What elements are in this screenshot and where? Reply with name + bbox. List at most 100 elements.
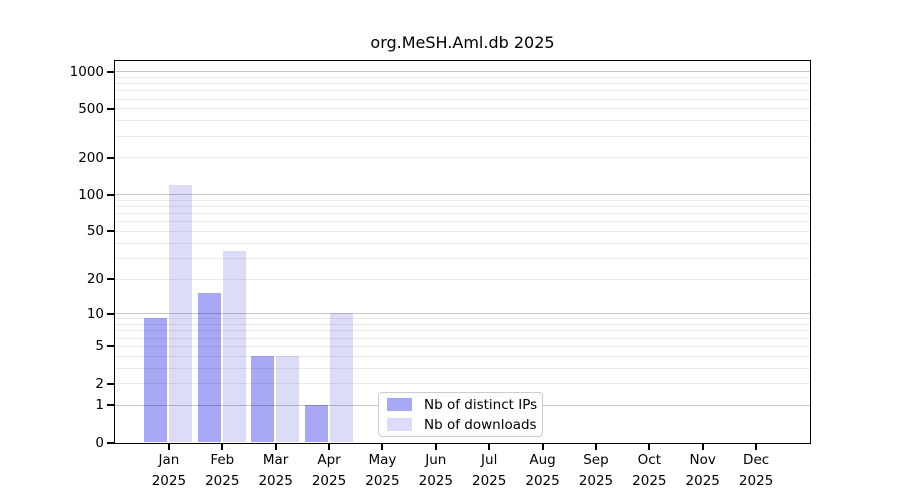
gridline-minor	[115, 90, 810, 91]
x-tick-label: Aug 2025	[501, 450, 585, 492]
gridline-minor	[115, 279, 810, 280]
bar-distinct-ips-jan	[144, 318, 168, 442]
x-tick-mark	[755, 444, 758, 450]
x-tick-label-year: 2025	[738, 473, 774, 489]
y-tick-label: 50	[86, 223, 104, 240]
y-tick-label: 1000	[69, 63, 104, 80]
y-tick-mark	[107, 345, 114, 348]
bar-distinct-ips-apr	[304, 404, 328, 442]
bar-distinct-ips-feb	[197, 293, 221, 442]
y-tick-mark	[107, 312, 114, 315]
y-tick-mark	[107, 193, 114, 196]
gridline-major	[115, 194, 810, 195]
y-tick-mark	[107, 230, 114, 233]
y-tick-mark	[107, 107, 114, 110]
gridline-minor	[115, 338, 810, 339]
plot-area	[114, 60, 811, 444]
x-tick-label-year: 2025	[632, 473, 667, 489]
x-tick-mark	[541, 444, 544, 450]
gridline-minor	[115, 200, 810, 201]
gridline-minor	[115, 383, 810, 384]
gridline-minor	[115, 318, 810, 319]
y-tick-mark	[107, 382, 114, 385]
legend-item: Nb of distinct IPs	[387, 396, 538, 413]
x-tick-label-year: 2025	[578, 473, 614, 489]
gridline-minor	[115, 120, 810, 121]
gridline-minor	[115, 346, 810, 347]
y-tick-label: 200	[78, 149, 104, 166]
x-tick-label-month: Apr	[317, 452, 341, 468]
x-tick-label-year: 2025	[258, 473, 293, 489]
legend-item: Nb of downloads	[387, 416, 537, 433]
x-tick-mark	[221, 444, 224, 450]
y-tick-mark	[107, 156, 114, 159]
x-tick-label: Jun 2025	[394, 450, 478, 492]
gridline-major	[115, 313, 810, 314]
gridline-minor	[115, 258, 810, 259]
x-tick-mark	[434, 444, 437, 450]
x-tick-label: Oct 2025	[607, 450, 691, 492]
y-tick-mark	[107, 441, 114, 444]
x-tick-mark	[381, 444, 384, 450]
x-tick-label-year: 2025	[525, 473, 560, 489]
x-tick-label: Mar 2025	[234, 450, 318, 492]
gridline-minor	[115, 99, 810, 100]
x-tick-label: Dec 2025	[714, 450, 798, 492]
x-tick-mark	[488, 444, 491, 450]
x-tick-label-month: Jul	[481, 452, 498, 468]
x-tick-label-year: 2025	[205, 473, 240, 489]
legend-swatch	[387, 418, 412, 431]
x-tick-label-year: 2025	[311, 473, 347, 489]
x-tick-label-month: Jan	[158, 452, 180, 468]
x-tick-label-month: Sep	[583, 452, 609, 468]
x-tick-label-month: Mar	[262, 452, 289, 468]
gridline-minor	[115, 206, 810, 207]
x-tick-mark	[274, 444, 277, 450]
bar-downloads-mar	[276, 355, 300, 442]
x-tick-label: Feb 2025	[180, 450, 264, 492]
x-tick-label: May 2025	[340, 450, 424, 492]
gridline-minor	[115, 368, 810, 369]
x-tick-label: Jan 2025	[127, 450, 211, 492]
x-tick-mark	[701, 444, 704, 450]
gridline-minor	[115, 324, 810, 325]
y-tick-label: 0	[95, 434, 104, 451]
gridline-minor	[115, 221, 810, 222]
y-tick-label: 2	[95, 375, 104, 392]
x-tick-label-month: Nov	[689, 452, 716, 468]
x-tick-label: Apr 2025	[287, 450, 371, 492]
x-tick-label-year: 2025	[685, 473, 720, 489]
x-tick-label-month: May	[368, 452, 397, 468]
x-tick-label-year: 2025	[418, 473, 453, 489]
x-tick-label-month: Aug	[529, 452, 556, 468]
gridline-minor	[115, 77, 810, 78]
x-tick-label-year: 2025	[472, 473, 507, 489]
x-tick-label-month: Dec	[743, 452, 770, 468]
y-tick-label: 5	[95, 338, 104, 355]
x-tick-label-month: Feb	[210, 452, 235, 468]
bar-downloads-apr	[329, 313, 353, 442]
x-tick-label: Nov 2025	[661, 450, 745, 492]
gridline-minor	[115, 213, 810, 214]
x-tick-label-year: 2025	[365, 473, 400, 489]
y-tick-label: 20	[86, 271, 104, 288]
y-tick-mark	[107, 278, 114, 281]
legend-label: Nb of distinct IPs	[424, 396, 538, 413]
y-tick-label: 1	[95, 397, 104, 414]
legend: Nb of distinct IPs Nb of downloads	[378, 392, 543, 437]
gridline-minor	[115, 108, 810, 109]
gridline-minor	[115, 231, 810, 232]
gridline-major	[115, 71, 810, 72]
gridline-minor	[115, 356, 810, 357]
gridline-minor	[115, 243, 810, 244]
bar-distinct-ips-mar	[251, 355, 275, 442]
legend-label: Nb of downloads	[424, 416, 537, 433]
x-tick-label-year: 2025	[151, 473, 187, 489]
x-tick-mark	[167, 444, 170, 450]
gridline-minor	[115, 136, 810, 137]
x-tick-mark	[594, 444, 597, 450]
y-tick-mark	[107, 404, 114, 407]
x-tick-mark	[328, 444, 331, 450]
y-tick-label: 10	[86, 305, 104, 322]
